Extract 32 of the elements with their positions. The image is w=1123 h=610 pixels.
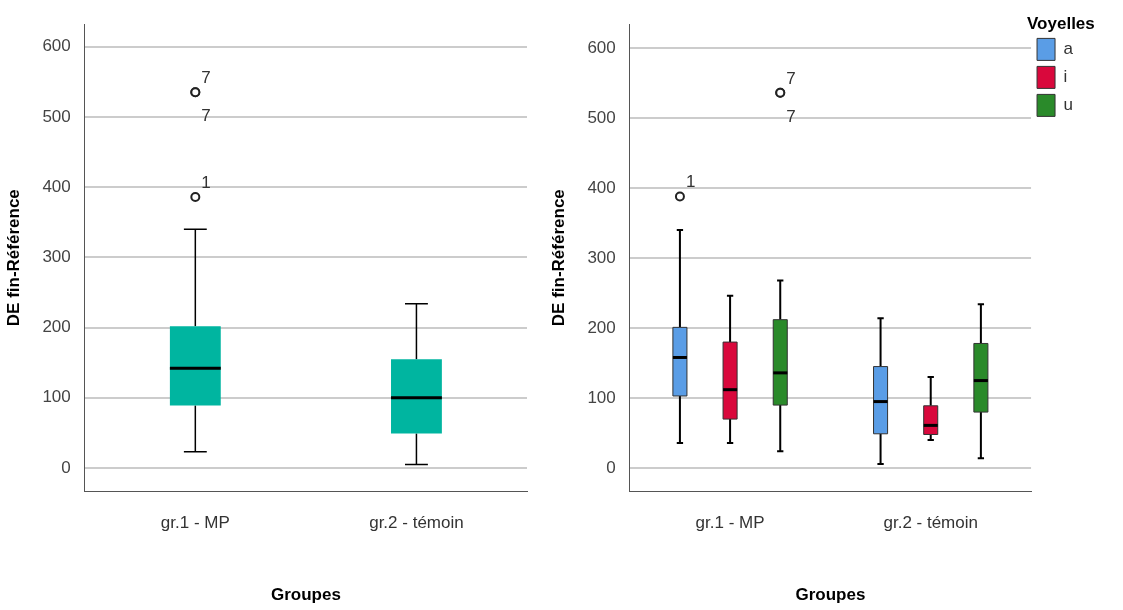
y-tick-label: 400 bbox=[42, 176, 71, 196]
legend-label: u bbox=[1063, 95, 1074, 115]
annotation: 7 bbox=[786, 106, 796, 126]
x-tick-label: gr.2 - témoin bbox=[369, 513, 464, 533]
x-axis-title: Groupes bbox=[270, 585, 341, 605]
y-tick-label: 0 bbox=[606, 457, 616, 477]
y-axis-title: DE fin-Référence bbox=[548, 189, 568, 327]
y-tick-label: 500 bbox=[587, 107, 616, 127]
x-axis-title: Groupes bbox=[795, 585, 866, 605]
y-axis-title: DE fin-Référence bbox=[3, 189, 23, 327]
annotation: 1 bbox=[201, 172, 211, 192]
legend-label: a bbox=[1063, 39, 1074, 59]
y-tick-label: 500 bbox=[42, 106, 71, 126]
annotation: 7 bbox=[201, 68, 211, 88]
x-tick-label: gr.2 - témoin bbox=[883, 513, 978, 533]
y-tick-label: 600 bbox=[42, 36, 71, 56]
annotation: 7 bbox=[201, 106, 211, 126]
y-tick-label: 600 bbox=[587, 37, 616, 57]
annotation: 1 bbox=[685, 172, 696, 192]
legend-title: Voyelles bbox=[1027, 14, 1095, 34]
x-tick-label: gr.1 - MP bbox=[160, 513, 230, 533]
y-tick-label: 300 bbox=[587, 247, 616, 267]
y-tick-label: 200 bbox=[42, 317, 71, 337]
y-tick-label: 0 bbox=[61, 457, 71, 477]
y-tick-label: 200 bbox=[587, 317, 616, 337]
annotation: 7 bbox=[786, 68, 796, 88]
y-tick-label: 100 bbox=[42, 387, 71, 407]
y-tick-label: 100 bbox=[587, 387, 616, 407]
x-tick-label: gr.1 - MP bbox=[695, 513, 765, 533]
y-tick-label: 300 bbox=[42, 247, 71, 267]
legend-label: i bbox=[1063, 67, 1068, 87]
y-tick-label: 400 bbox=[587, 177, 616, 197]
